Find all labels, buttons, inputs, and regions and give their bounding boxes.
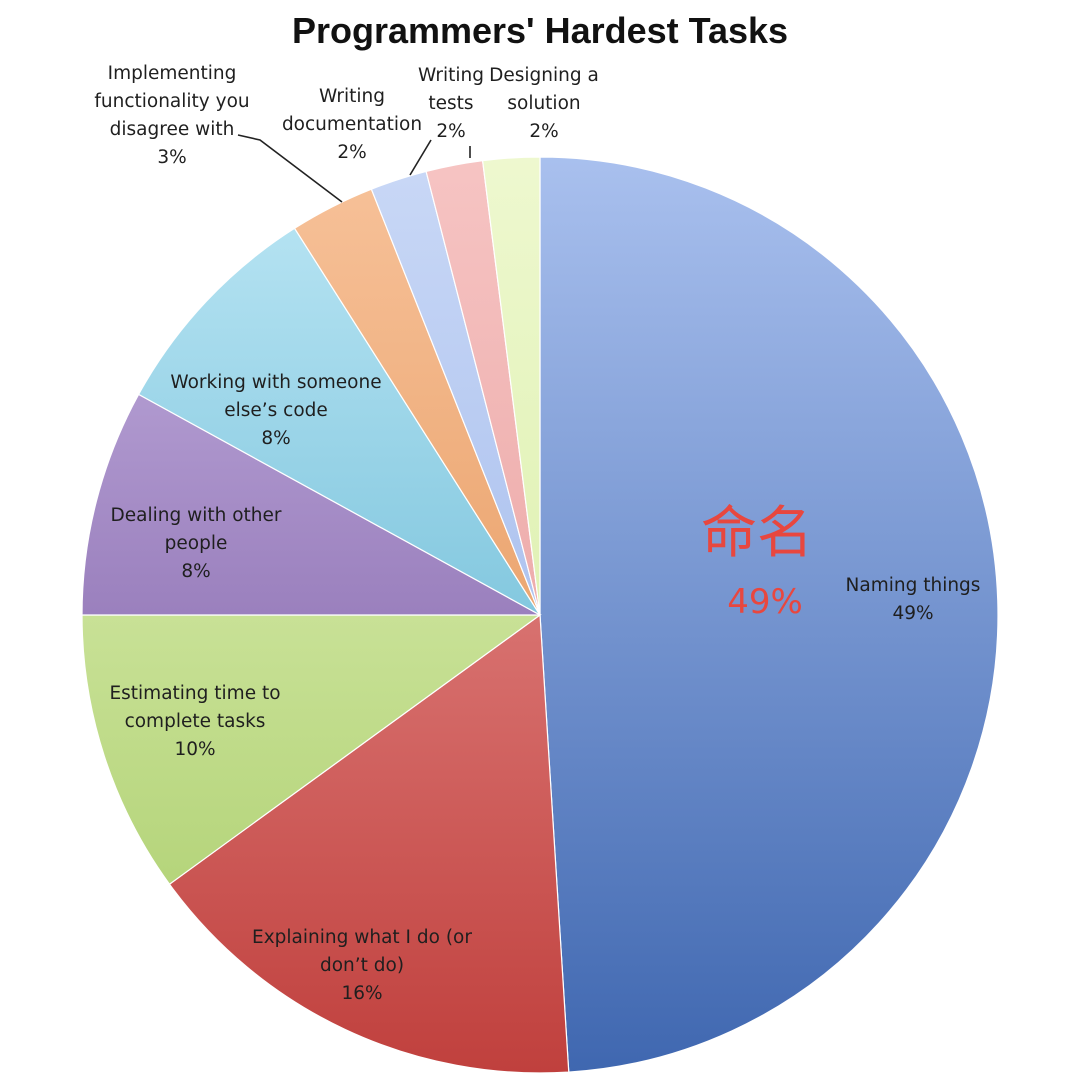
- pie-slice: [539, 156, 999, 1073]
- pie-slice: [168, 613, 570, 1074]
- slice-label: Naming things: [846, 575, 981, 596]
- slice-label: Dealing with other: [110, 505, 281, 526]
- slice-label: don’t do): [320, 955, 404, 976]
- slice-label: Explaining what I do (or: [252, 927, 472, 948]
- slice-label: people: [165, 533, 228, 554]
- leader-line: [409, 139, 432, 176]
- slice-label: Writing: [319, 86, 385, 107]
- leader-line: [237, 134, 343, 203]
- slice-label: disagree with: [110, 119, 235, 140]
- slice-labels: Naming things 49% Explaining what I do (or…: [94, 63, 980, 1004]
- slice-label: complete tasks: [125, 711, 266, 732]
- pie-slice: [137, 227, 541, 616]
- annotation-text: 命名: [701, 501, 813, 566]
- slice-label: Working with someone: [170, 372, 381, 393]
- slice-label: Writing: [418, 65, 484, 86]
- slice-value-label: 8%: [181, 561, 210, 582]
- slice-value-label: 2%: [337, 142, 366, 163]
- slice-value-label: 10%: [174, 739, 215, 760]
- pie-slice: [481, 156, 541, 616]
- pie-slice: [81, 614, 542, 886]
- pie-slice: [81, 393, 541, 616]
- annotation-value: 49%: [727, 582, 803, 622]
- slice-label: tests: [428, 93, 473, 114]
- slice-label: documentation: [282, 114, 422, 135]
- annotation: 命名 49%: [701, 501, 813, 622]
- slice-label: solution: [507, 93, 580, 114]
- slice-label: Estimating time to: [109, 683, 280, 704]
- slice-label: else’s code: [224, 400, 328, 421]
- leader-lines: [237, 134, 471, 203]
- slice-label: functionality you: [94, 91, 249, 112]
- slice-value-label: 49%: [892, 603, 933, 624]
- slice-value-label: 16%: [341, 983, 382, 1004]
- slice-value-label: 2%: [529, 121, 558, 142]
- pie-slices: [81, 156, 999, 1074]
- slice-label: Implementing: [108, 63, 237, 84]
- slice-value-label: 8%: [261, 428, 290, 449]
- slice-value-label: 3%: [157, 147, 186, 168]
- slice-value-label: 2%: [436, 121, 465, 142]
- chart-title: Programmers' Hardest Tasks: [292, 10, 788, 51]
- slice-label: Designing a: [489, 65, 599, 86]
